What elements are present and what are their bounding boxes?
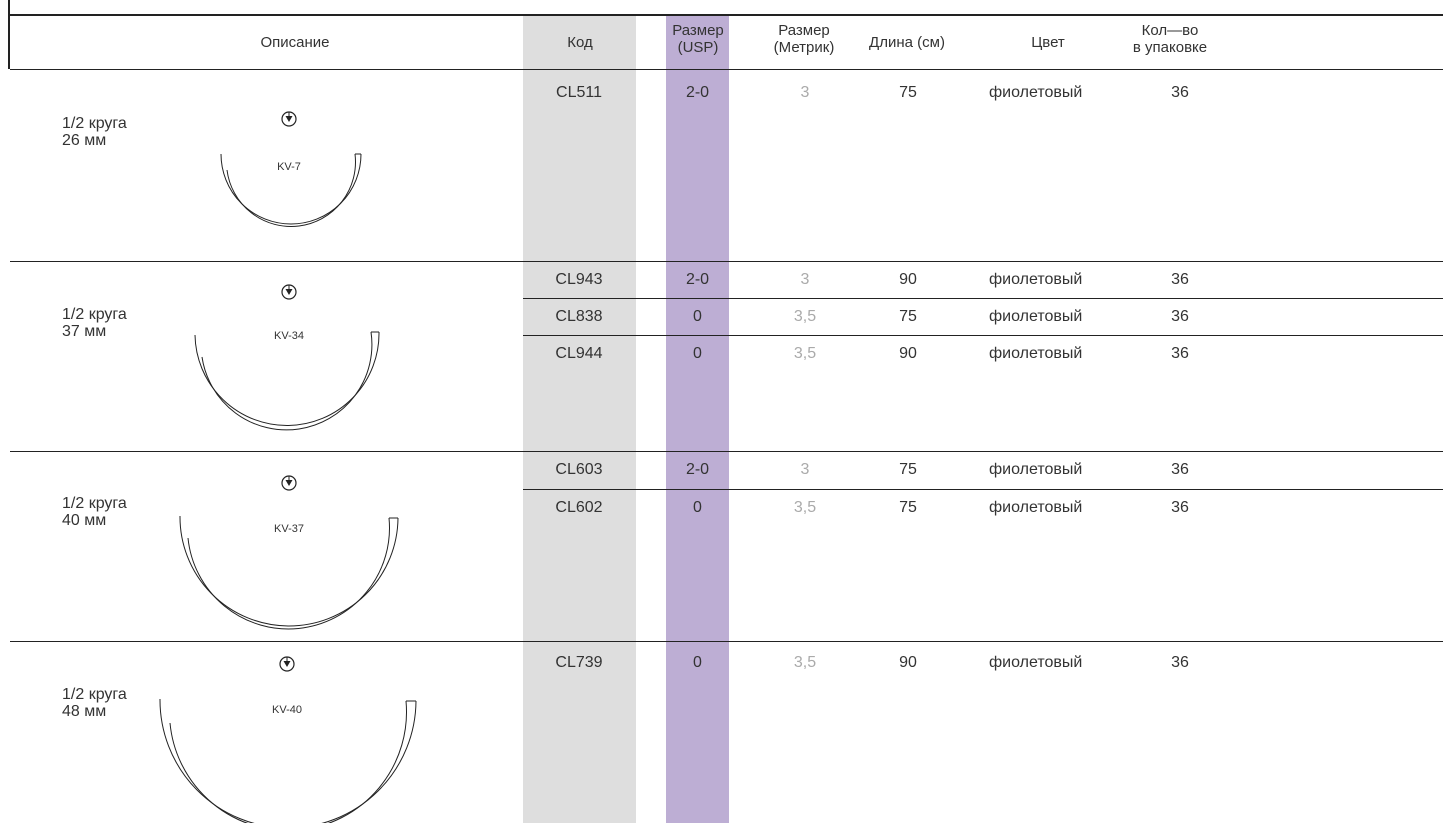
- product-code: CL739: [555, 654, 603, 671]
- header-size-metric-line1: Размер: [778, 22, 830, 39]
- needle-description: 1/2 круга 37 мм: [62, 306, 127, 340]
- header-divider: [10, 69, 1443, 70]
- thread-color: фиолетовый: [989, 499, 1083, 516]
- needle-code-label: KV-34: [274, 330, 304, 342]
- needle-code-label: KV-40: [272, 704, 302, 716]
- needle-length: 48 мм: [62, 703, 107, 720]
- needle-code-label: KV-37: [274, 523, 304, 535]
- thread-color: фиолетовый: [989, 271, 1083, 288]
- pack-quantity: 36: [1171, 461, 1189, 478]
- size-metric: 3,5: [793, 308, 817, 325]
- pack-quantity: 36: [1171, 499, 1189, 516]
- header-description: Описание: [260, 34, 330, 51]
- needle-diagram: KV-34: [194, 284, 380, 431]
- group-divider: [10, 451, 1443, 452]
- taper-point-needle-symbol-icon: [279, 656, 295, 672]
- needle-diagram: KV-7: [220, 111, 362, 227]
- header-color: Цвет: [1031, 34, 1065, 51]
- header-size-usp-line1: Размер: [672, 22, 724, 39]
- header-size-usp-line2: (USP): [677, 39, 719, 56]
- needle-curve: [159, 698, 417, 823]
- header-code: Код: [567, 34, 593, 51]
- product-code: CL838: [555, 308, 603, 325]
- thread-color: фиолетовый: [989, 345, 1083, 362]
- size-usp: 2-0: [685, 271, 710, 288]
- needle-shape: 1/2 круга: [62, 495, 127, 512]
- header-size-usp: Размер (USP): [656, 22, 740, 56]
- thread-length: 75: [899, 84, 917, 101]
- needle-diagram: KV-37: [179, 475, 399, 630]
- product-code: CL603: [555, 461, 603, 478]
- header-size-metric: Размер (Метрик): [756, 22, 852, 56]
- pack-quantity: 36: [1171, 271, 1189, 288]
- thread-color: фиолетовый: [989, 84, 1083, 101]
- taper-point-needle-symbol-icon: [281, 475, 297, 491]
- group-divider: [10, 261, 1443, 262]
- needle-description: 1/2 круга 40 мм: [62, 495, 127, 529]
- thread-length: 75: [899, 499, 917, 516]
- thread-length: 75: [899, 461, 917, 478]
- needle-shape: 1/2 круга: [62, 306, 127, 323]
- header-length: Длина (см): [869, 34, 945, 51]
- thread-color: фиолетовый: [989, 654, 1083, 671]
- needle-curve: [220, 153, 362, 227]
- row-divider: [523, 298, 1443, 299]
- thread-length: 90: [899, 271, 917, 288]
- pack-quantity: 36: [1171, 84, 1189, 101]
- size-usp: 0: [693, 499, 702, 516]
- pack-quantity: 36: [1171, 345, 1189, 362]
- needle-shape: 1/2 круга: [62, 115, 127, 132]
- pack-quantity: 36: [1171, 654, 1189, 671]
- needle-diagram: KV-40: [159, 656, 417, 823]
- thread-length: 90: [899, 654, 917, 671]
- size-usp: 2-0: [685, 461, 710, 478]
- usp-column-background: [666, 16, 729, 823]
- pack-quantity: 36: [1171, 308, 1189, 325]
- product-code: CL511: [556, 84, 602, 101]
- thread-color: фиолетовый: [989, 461, 1083, 478]
- taper-point-needle-symbol-icon: [281, 284, 297, 300]
- thread-color: фиолетовый: [989, 308, 1083, 325]
- product-code: CL943: [555, 271, 603, 288]
- header-quantity-line1: Кол—во: [1141, 22, 1199, 39]
- size-metric: 3: [800, 84, 810, 101]
- size-metric: 3,5: [793, 499, 817, 516]
- header-size-metric-line2: (Метрик): [773, 39, 835, 56]
- needle-code-label: KV-7: [277, 161, 301, 173]
- header-quantity: Кол—во в упаковке: [1115, 22, 1225, 56]
- thread-length: 75: [899, 308, 917, 325]
- size-usp: 2-0: [685, 84, 710, 101]
- size-usp: 0: [693, 345, 702, 362]
- size-usp: 0: [693, 308, 702, 325]
- size-usp: 0: [693, 654, 702, 671]
- needle-description: 1/2 круга 48 мм: [62, 686, 127, 720]
- title-bar-frame: [8, 0, 1443, 16]
- product-code: CL602: [555, 499, 603, 516]
- needle-shape: 1/2 круга: [62, 686, 127, 703]
- needle-length: 26 мм: [62, 132, 107, 149]
- thread-length: 90: [899, 345, 917, 362]
- taper-point-needle-symbol-icon: [281, 111, 297, 127]
- needle-curve: [194, 331, 380, 431]
- size-metric: 3: [800, 271, 810, 288]
- header-quantity-line2: в упаковке: [1132, 39, 1208, 56]
- size-metric: 3,5: [793, 654, 817, 671]
- row-divider: [523, 335, 1443, 336]
- needle-description: 1/2 круга 26 мм: [62, 115, 127, 149]
- code-column-background: [523, 16, 636, 823]
- size-metric: 3,5: [793, 345, 817, 362]
- group-divider: [10, 641, 1443, 642]
- needle-length: 37 мм: [62, 323, 107, 340]
- size-metric: 3: [800, 461, 810, 478]
- row-divider: [523, 489, 1443, 490]
- needle-curve: [179, 515, 399, 630]
- needle-length: 40 мм: [62, 512, 107, 529]
- product-code: CL944: [555, 345, 603, 362]
- header-left-rule: [8, 16, 10, 69]
